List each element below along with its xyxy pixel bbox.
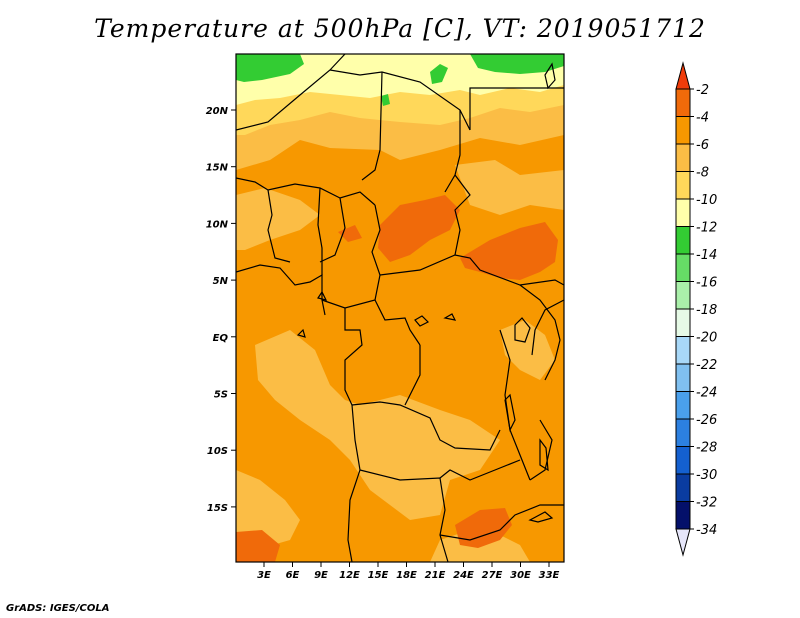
- map-frame: [235, 53, 565, 563]
- colorbar: -2 -4 -6 -8 -10 -12 -14 -16 -18 -20 -22 -24 -26 -28 -3…: [675, 61, 717, 557]
- colorbar-box: [675, 143, 691, 172]
- colorbar-box: [675, 391, 691, 420]
- field-green-spot2: [381, 94, 390, 106]
- field-deeporange-1: [378, 195, 460, 262]
- latitude-axis: 20N 15N 10N 5N EQ 5S 10S 15S: [206, 106, 236, 514]
- colorbar-label: -6: [696, 138, 709, 153]
- colorbar-box: [675, 308, 691, 337]
- colorbar-bottom-arrow: [675, 528, 691, 557]
- colorbar-box: [675, 418, 691, 447]
- field-green-spot1: [430, 64, 448, 84]
- colorbar-label: -24: [696, 386, 717, 401]
- field-deeporange-3: [460, 222, 558, 280]
- field-deeporange-2: [338, 225, 362, 242]
- field-peach-sahel-east: [455, 160, 564, 215]
- field-deeporange-4: [236, 530, 280, 562]
- lon-tick-label: 9E: [314, 570, 328, 581]
- lon-tick-label: 24E: [453, 570, 474, 581]
- colorbar-box: [675, 198, 691, 227]
- colorbar-box: [675, 226, 691, 255]
- colorbar-label: -30: [696, 468, 717, 483]
- map-field: [236, 54, 564, 562]
- colorbar-box: [675, 171, 691, 200]
- lon-tick-label: 15E: [368, 570, 389, 581]
- colorbar-box: [675, 336, 691, 365]
- colorbar-label: -8: [696, 166, 709, 181]
- colorbar-top-arrow: [675, 61, 691, 90]
- longitude-axis: 3E 6E 9E 12E 15E 18E 21E 24E 27E 30E 33E: [257, 562, 560, 581]
- colorbar-box: [675, 473, 691, 502]
- colorbar-box: [675, 281, 691, 310]
- colorbar-label: -20: [696, 331, 717, 346]
- colorbar-box: [675, 446, 691, 475]
- lat-tick-label: 10S: [207, 446, 228, 457]
- field-peach-east: [500, 320, 555, 380]
- colorbar-label: -34: [696, 523, 717, 538]
- lon-tick-label: 18E: [396, 570, 417, 581]
- lon-tick-label: 30E: [510, 570, 531, 581]
- colorbar-box: [675, 253, 691, 282]
- borders: [236, 54, 564, 562]
- colorbar-label: -16: [696, 276, 717, 291]
- lon-tick-label: 12E: [339, 570, 360, 581]
- lon-tick-label: 3E: [257, 570, 271, 581]
- colorbar-label: -18: [696, 303, 717, 318]
- field-peach-congo: [255, 330, 500, 520]
- colorbar-box: [675, 501, 691, 530]
- colorbar-label: -14: [696, 248, 717, 263]
- colorbar-label: -32: [696, 496, 717, 511]
- lat-tick-label: EQ: [213, 333, 229, 344]
- lat-tick-label: 15N: [206, 163, 229, 174]
- colorbar-label: -26: [696, 413, 717, 428]
- colorbar-label: -12: [696, 221, 717, 236]
- colorbar-label: -4: [696, 111, 709, 126]
- field-green-ne: [470, 54, 564, 74]
- lat-tick-label: 5N: [213, 276, 229, 287]
- lat-tick-label: 5S: [214, 390, 228, 401]
- lat-tick-label: 20N: [206, 106, 229, 117]
- colorbar-box: [675, 88, 691, 117]
- colorbar-box: [675, 363, 691, 392]
- field-green-nw: [236, 54, 304, 82]
- field-peach-west: [236, 188, 320, 250]
- lon-tick-label: 6E: [286, 570, 300, 581]
- colorbar-label: -10: [696, 193, 717, 208]
- lat-tick-label: 10N: [206, 219, 229, 230]
- lon-tick-label: 33E: [539, 570, 560, 581]
- field-deeporange-5: [455, 508, 512, 548]
- lat-tick-label: 15S: [207, 503, 228, 514]
- colorbar-label: -28: [696, 441, 717, 456]
- chart-title: Temperature at 500hPa [C], VT: 201905171…: [94, 14, 706, 43]
- colorbar-label: -22: [696, 358, 717, 373]
- colorbar-label: -2: [696, 83, 709, 98]
- lon-tick-label: 21E: [425, 570, 446, 581]
- lon-tick-label: 27E: [482, 570, 503, 581]
- credit-text: GrADS: IGES/COLA: [6, 603, 110, 614]
- colorbar-box: [675, 116, 691, 145]
